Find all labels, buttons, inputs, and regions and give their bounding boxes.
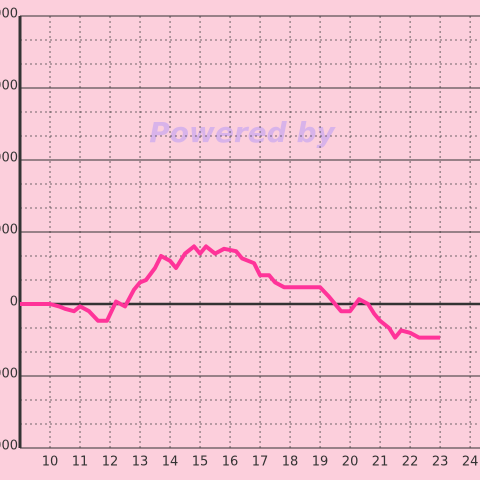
x-tick-label: 13 xyxy=(132,455,149,470)
y-tick-label: 6,000 xyxy=(0,151,18,166)
x-tick-label: 18 xyxy=(282,455,299,470)
x-tick-label: 23 xyxy=(432,455,449,470)
x-tick-label: 17 xyxy=(252,455,269,470)
x-tick-label: 20 xyxy=(342,455,359,470)
x-tick-label: 21 xyxy=(372,455,389,470)
watermark: Powered by xyxy=(149,116,336,149)
x-tick-label: 24 xyxy=(462,455,479,470)
y-tick-label: -6,000 xyxy=(0,439,18,454)
x-tick-label: 10 xyxy=(42,455,59,470)
data-line xyxy=(20,244,441,340)
y-tick-label: 3,000 xyxy=(0,223,18,238)
y-tick-label: -3,000 xyxy=(0,367,18,382)
y-tick-label: 9,000 xyxy=(0,79,18,94)
y-tick-label: 12,000 xyxy=(0,7,18,22)
x-tick-label: 16 xyxy=(222,455,239,470)
x-tick-label: 11 xyxy=(72,455,89,470)
x-tick-label: 14 xyxy=(162,455,179,470)
x-tick-label: 12 xyxy=(102,455,119,470)
x-tick-label: 15 xyxy=(192,455,209,470)
y-tick-label: 0 xyxy=(10,295,18,310)
x-tick-label: 22 xyxy=(402,455,419,470)
x-tick-label: 19 xyxy=(312,455,329,470)
